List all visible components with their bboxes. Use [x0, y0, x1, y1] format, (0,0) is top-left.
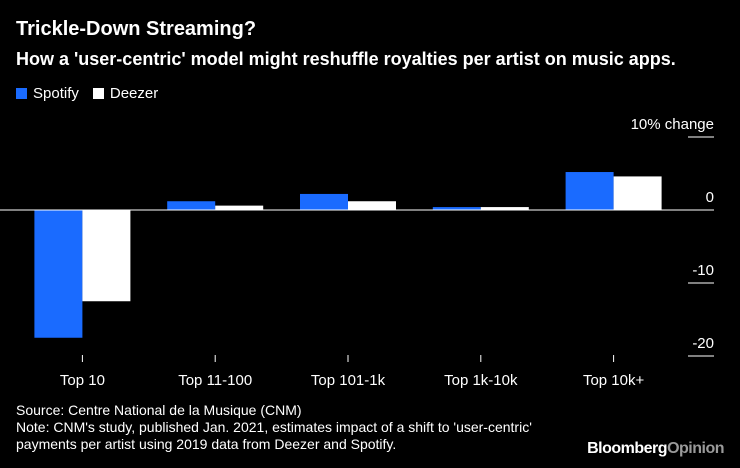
bar-deezer-2	[215, 205, 264, 210]
legend-label-spotify: Spotify	[33, 85, 79, 102]
bar-deezer-4	[480, 207, 529, 210]
chart-footer: Source: Centre National de la Musique (C…	[16, 402, 576, 453]
x-tick-label: Top 10k+	[583, 372, 645, 389]
x-tick-label: Top 10	[60, 372, 105, 389]
brand-logo-secondary: Opinion	[667, 440, 724, 457]
bar-deezer-5	[613, 176, 662, 210]
legend-swatch-deezer	[92, 88, 104, 99]
y-tick-label: -20	[692, 335, 714, 352]
bar-spotify-1	[34, 210, 83, 338]
legend-item-spotify: Spotify	[16, 85, 79, 102]
legend-item-deezer: Deezer	[92, 85, 159, 102]
bar-deezer-1	[82, 210, 131, 302]
legend-label-deezer: Deezer	[109, 85, 159, 102]
source-note: Source: Centre National de la Musique (C…	[16, 402, 302, 418]
bar-spotify-4	[432, 207, 481, 210]
y-tick-label: 10% change	[631, 116, 714, 133]
bar-deezer-3	[348, 201, 396, 210]
bar-spotify-5	[565, 172, 614, 210]
bar-spotify-3	[300, 193, 348, 210]
legend-swatch-spotify	[16, 88, 27, 99]
y-tick-label: -10	[692, 262, 714, 279]
x-tick-label: Top 1k-10k	[444, 372, 518, 389]
methodology-note: Note: CNM's study, published Jan. 2021, …	[16, 419, 532, 452]
chart-title: Trickle-Down Streaming?	[16, 18, 257, 40]
brand-logo-primary: Bloomberg	[587, 440, 668, 457]
bar-chart: 10% change 0 -10 -20 Top 10 Top 11-100 Top 101…	[0, 116, 714, 389]
y-tick-label: 0	[706, 189, 714, 206]
brand-logo: BloombergOpinion	[587, 440, 724, 458]
legend: Spotify Deezer	[16, 85, 172, 102]
chart-subtitle: How a 'user-centric' model might reshuff…	[16, 49, 676, 69]
x-tick-label: Top 11-100	[178, 372, 252, 389]
bar-spotify-2	[167, 201, 216, 210]
x-tick-label: Top 101-1k	[311, 372, 386, 389]
